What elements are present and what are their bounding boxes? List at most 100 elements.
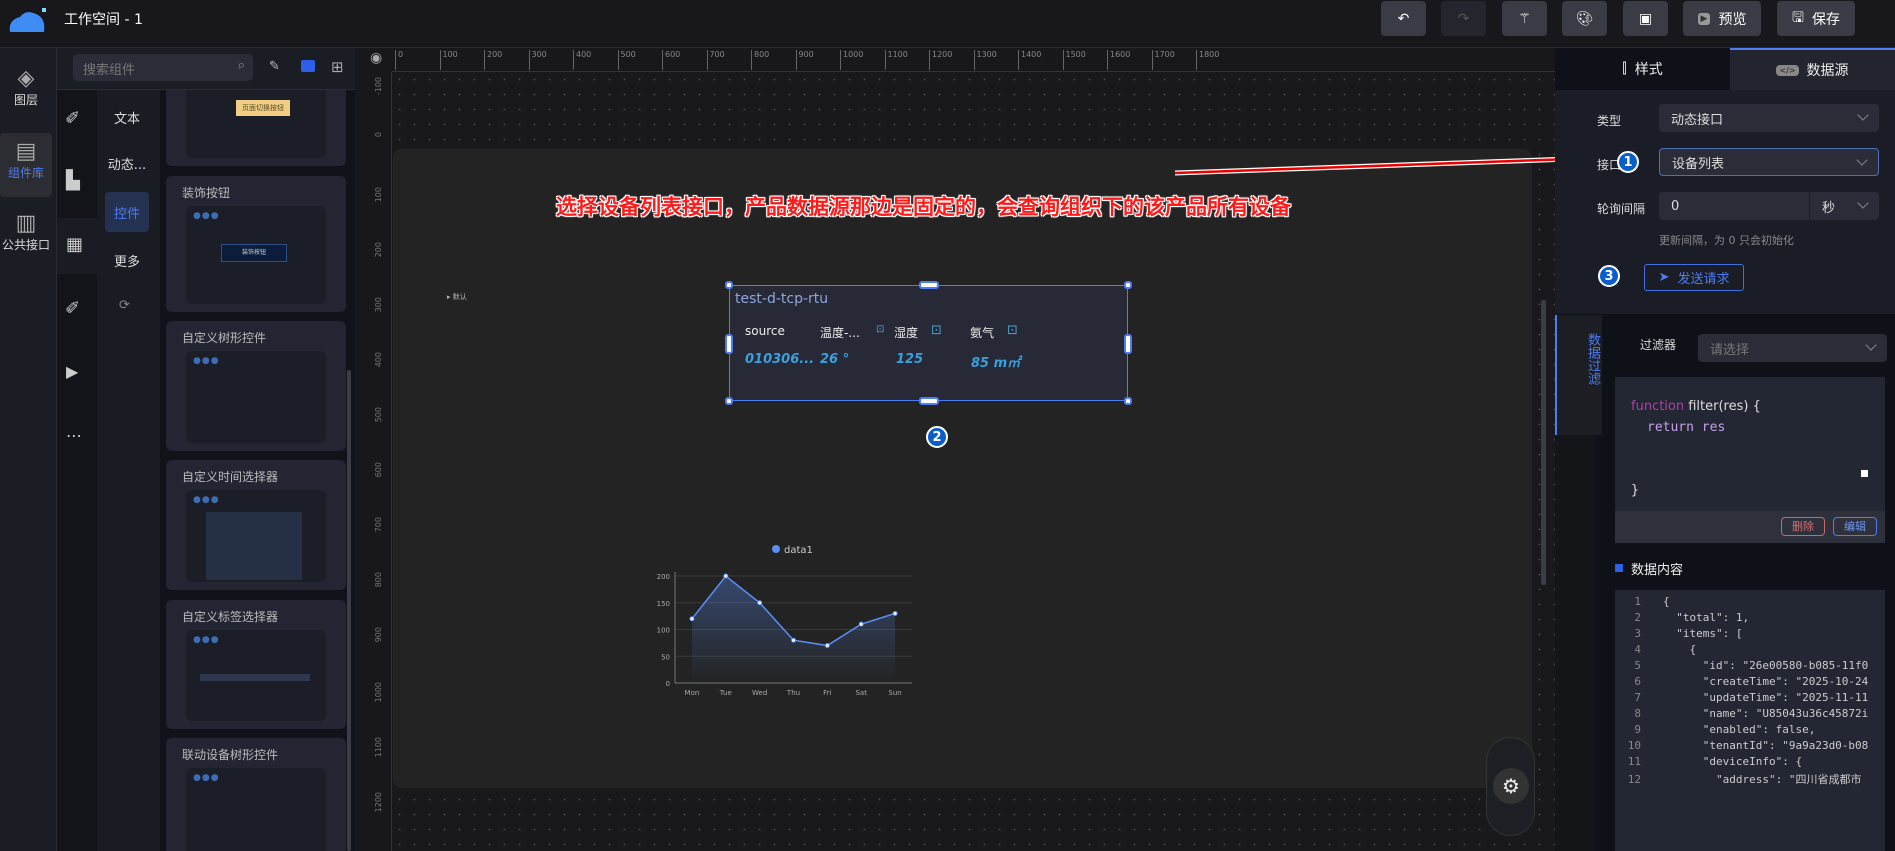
category-list: 文本 动态... 控件 更多 ⟳ xyxy=(97,90,160,851)
rail-item-layers[interactable]: ◈ 图层 xyxy=(0,66,52,108)
component-card[interactable]: 装饰按钮 ●●● 装饰按钮 xyxy=(166,176,346,312)
component-card[interactable]: 自定义树形控件 ●●● xyxy=(166,321,346,451)
y-tick-label: 100 xyxy=(657,627,670,635)
line-number: 1 xyxy=(1634,595,1641,608)
category-controls[interactable]: 控件 xyxy=(105,192,149,232)
ruler-tick-label: 900 xyxy=(795,50,814,70)
column-value: 125 xyxy=(896,352,924,367)
ruler-tick-label: 1200 xyxy=(929,50,952,70)
bar-chart-icon[interactable]: ▙ xyxy=(66,170,80,191)
ruler-tick-label: 1600 xyxy=(1107,50,1130,70)
cloud-logo xyxy=(9,8,46,32)
pin-icon[interactable]: ✎ xyxy=(269,59,280,74)
line-number: 10 xyxy=(1627,739,1641,752)
line-text: "deviceInfo": { xyxy=(1663,755,1803,768)
ruler-tick-label: 500 xyxy=(617,50,636,70)
refresh-icon[interactable]: ⟳ xyxy=(119,298,130,313)
eye-icon[interactable]: ◉ xyxy=(370,50,383,66)
edit-button[interactable]: 编辑 xyxy=(1833,517,1877,536)
resize-handle[interactable] xyxy=(1124,334,1132,354)
line-text: { xyxy=(1663,595,1670,608)
device-widget[interactable]: test-d-tcp-rtu source 温度-... ⊡ 湿度 ⊡ 氨气 ⊡… xyxy=(725,281,1132,405)
resize-handle[interactable] xyxy=(1124,281,1132,289)
thumbnail-button[interactable]: ▣ xyxy=(1623,1,1668,36)
json-line: 3 "items": [ xyxy=(1615,627,1885,643)
rail-item-components[interactable]: ▤ 组件库 xyxy=(0,133,52,197)
resize-handle[interactable] xyxy=(1124,397,1132,405)
canvas-scrollbar[interactable] xyxy=(1541,300,1546,585)
line-text: "address": "四川省成都市 xyxy=(1663,773,1862,786)
category-text[interactable]: 文本 xyxy=(113,111,140,127)
tab-data-filter[interactable]: 数据过滤 xyxy=(1555,315,1602,435)
resize-handle[interactable] xyxy=(919,281,939,289)
rail-item-public-api[interactable]: ▥ 公共接口 xyxy=(1,211,50,252)
video-icon[interactable]: ▶ xyxy=(66,362,79,381)
save-button[interactable]: 🖫 保存 xyxy=(1777,1,1855,36)
component-card[interactable]: 自定义标签选择器 ●●● xyxy=(166,600,346,729)
annotation-text: 选择设备列表接口，产品数据源那边是固定的，会查询组织下的该产品所有设备 xyxy=(556,195,1291,219)
default-label: ▸ 默认 xyxy=(447,293,467,301)
poll-unit-select[interactable]: 秒 xyxy=(1810,192,1879,220)
component-card[interactable]: 页面切换按钮 xyxy=(166,90,346,166)
undo-button[interactable]: ↶ xyxy=(1381,1,1426,36)
table-tab[interactable]: ▦ xyxy=(57,218,97,274)
more-icon[interactable]: ⋯ xyxy=(66,426,82,445)
ruler-tick-label: 700 xyxy=(374,517,383,533)
filter-code-editor[interactable]: function filter(res) { return res } 删除 编… xyxy=(1615,377,1885,543)
ruler-horizontal: 0 100 200 300 400 500 600 700 800 900 1000 1100 1200… xyxy=(392,48,1555,72)
line-number: 7 xyxy=(1634,691,1641,704)
component-card[interactable]: 联动设备树形控件 ●●● xyxy=(166,738,346,851)
api-select[interactable]: 设备列表 xyxy=(1659,148,1879,176)
tab-style[interactable]: ⫿ 样式 xyxy=(1622,61,1663,78)
line-chart[interactable]: 0 50 100 150 200 Mon Tue Wed Thu Fri Sat Sun data1 xyxy=(640,530,920,700)
chevron-down-icon xyxy=(1865,339,1877,351)
resize-handle[interactable] xyxy=(725,397,733,405)
json-viewer[interactable]: 1{2 "total": 1, 3 "items": [4 {5 "id": "2… xyxy=(1615,590,1885,851)
chevron-down-icon xyxy=(1856,154,1868,166)
delete-button[interactable]: 删除 xyxy=(1781,517,1825,536)
x-tick-label: Sat xyxy=(855,689,867,697)
pen-ruler-icon[interactable]: ✐ xyxy=(65,108,81,129)
category-more[interactable]: 更多 xyxy=(113,254,140,270)
gear-icon[interactable]: ⚙ xyxy=(1493,768,1529,804)
preview-button[interactable]: ▶ 预览 xyxy=(1683,1,1761,36)
ruler-tick-label: 100 xyxy=(374,187,383,203)
json-line: 1{ xyxy=(1615,595,1885,611)
resize-handle[interactable] xyxy=(919,397,939,405)
layout-icon: ▥ xyxy=(15,211,37,236)
series-area xyxy=(691,576,896,683)
tab-datasource[interactable]: </> 数据源 xyxy=(1730,48,1895,90)
resize-handle[interactable] xyxy=(725,281,733,289)
app-title: 工作空间 - 1 xyxy=(64,12,143,28)
api-icon[interactable]: ⊡ xyxy=(931,323,942,338)
resize-handle[interactable] xyxy=(725,334,733,354)
search-input[interactable]: 搜索组件 ⌕ xyxy=(73,54,253,81)
component-card[interactable]: 自定义时间选择器 ●●● xyxy=(166,460,346,590)
tools-icon[interactable]: ✐ xyxy=(65,298,81,319)
canvas-board[interactable] xyxy=(393,149,1532,788)
redo-button[interactable]: ↷ xyxy=(1441,1,1486,36)
content-title: 数据内容 xyxy=(1631,563,1684,578)
theme-button[interactable]: 🎨︎ xyxy=(1562,1,1607,36)
filter-select[interactable]: 请选择 xyxy=(1698,334,1887,362)
component-list: 页面切换按钮 装饰按钮 ●●● 装饰按钮 自定义树形控件 ●●● 自定义时间选择器 ●●… xyxy=(160,90,355,851)
grid-icon[interactable]: ⊞ xyxy=(331,58,344,76)
folder-icon[interactable] xyxy=(301,60,315,72)
magic-button[interactable]: ⚚ xyxy=(1502,1,1547,36)
send-request-button[interactable]: ➤ 发送请求 xyxy=(1644,264,1744,291)
sliders-icon: ⫿ xyxy=(1622,61,1627,77)
y-tick-label: 50 xyxy=(661,653,670,661)
type-select[interactable]: 动态接口 xyxy=(1659,104,1879,132)
line-number: 3 xyxy=(1634,627,1641,640)
api-icon[interactable]: ⊡ xyxy=(876,324,885,335)
line-text: "name": "U85043u36c45872i xyxy=(1663,707,1869,720)
ruler-tick-label: 1800 xyxy=(1196,50,1219,70)
api-icon[interactable]: ⊡ xyxy=(1007,323,1018,338)
list-scrollbar[interactable] xyxy=(347,370,351,851)
poll-interval-input[interactable]: 0 xyxy=(1659,192,1809,220)
palette-icon: 🎨︎ xyxy=(1575,10,1594,27)
category-dynamic[interactable]: 动态... xyxy=(107,157,147,173)
ruler-tick-label: 200 xyxy=(484,50,502,70)
ruler-tick-label: 200 xyxy=(374,242,383,258)
table-icon: ▦ xyxy=(66,234,84,255)
